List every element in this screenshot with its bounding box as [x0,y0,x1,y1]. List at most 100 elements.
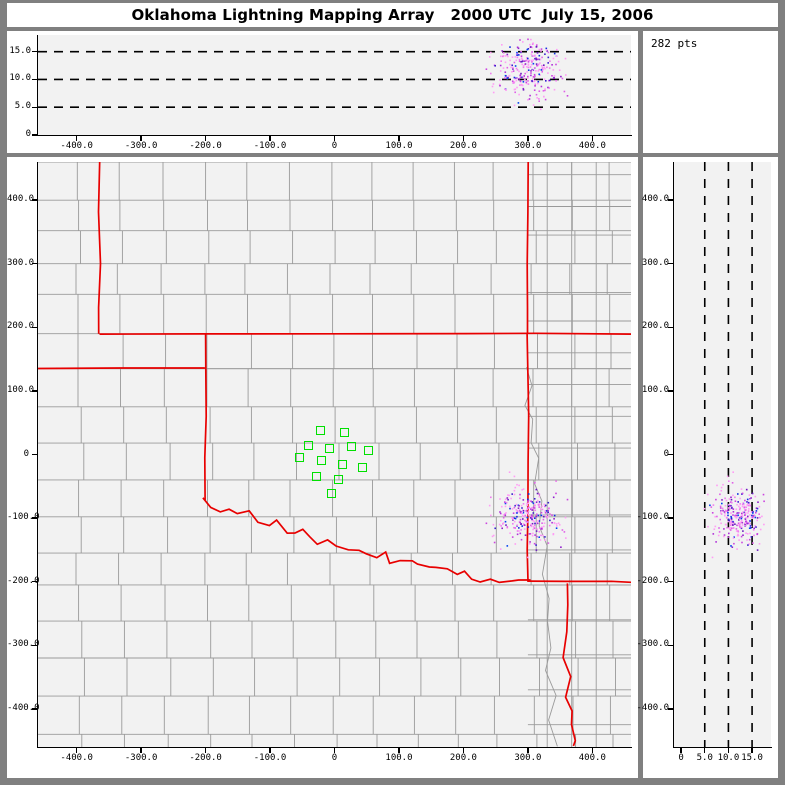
x-tick [398,136,400,141]
y-tick [668,708,674,710]
x-tick [462,748,465,753]
y-tick-label: 400.0 [641,194,669,205]
lma-station-marker[interactable] [358,462,368,472]
lma-station-marker[interactable] [311,471,321,481]
x-tick-label: 300.0 [514,141,542,151]
x-tick-label: -400.0 [60,141,93,151]
lma-station-marker[interactable] [304,441,314,451]
y-tick-label: 0 [23,448,29,459]
lma-station-marker[interactable] [315,425,325,435]
x-tick-label: -100.0 [253,141,287,151]
x-tick-label: 15.0 [741,753,763,763]
lma-station-marker[interactable] [340,428,350,438]
x-tick [727,748,730,753]
y-axis-line [37,35,39,136]
x-tick-label: -300.0 [124,753,158,763]
altitude-vs-east-plot-area[interactable] [38,35,631,135]
y-tick-label: 300.0 [641,257,669,268]
x-tick-label: -200.0 [189,141,222,151]
data-point-group [703,471,765,559]
y-tick-label: 10.0 [9,73,31,84]
altitude-vs-north-panel: -400.0 -300.0 -200.0 -100.0 0 100.0 200.0 300.0… [636,157,778,778]
lma-station-marker[interactable] [295,452,305,462]
x-tick [204,748,207,753]
x-tick [269,748,271,753]
title-bar: Oklahoma Lightning Mapping Array 2000 UT… [7,3,778,27]
y-tick-label: 0 [25,129,31,139]
x-tick-label: 0 [678,753,684,763]
lma-station-marker[interactable] [346,442,356,452]
altitude-vs-north-plot-area[interactable] [674,162,771,747]
x-tick [527,748,529,753]
lma-station-marker[interactable] [333,475,343,485]
y-tick [32,134,38,136]
y-tick [32,453,38,456]
x-tick-label: -300.0 [124,141,158,151]
y-tick [32,390,38,392]
x-tick-label: 100.0 [385,753,413,763]
y-tick [32,644,38,646]
plan-view-map-plot-area[interactable] [38,162,631,747]
y-tick [32,708,38,710]
y-tick-label: -100.0 [636,512,669,523]
data-point-group [485,471,569,559]
data-point-group [485,38,569,111]
y-tick-label: 400.0 [7,194,35,205]
y-tick [668,453,674,456]
x-tick [527,136,529,141]
point-count-label: 282 pts [651,37,698,50]
y-tick [32,580,38,583]
plan-view-map-panel: -400.0 -300.0 -200.0 -100.0 0 100.0 200.0 300.0… [7,157,638,778]
lma-station-marker[interactable] [363,446,373,456]
x-tick [140,136,142,141]
x-tick-label: 0 [331,141,338,151]
y-tick-label: -200.0 [7,575,40,586]
x-tick-label: -100.0 [253,753,287,763]
lma-station-marker[interactable] [324,443,334,453]
y-tick [32,78,38,81]
point-count-panel: 282 pts [643,31,778,153]
x-tick [140,748,142,753]
lma-station-marker[interactable] [337,460,347,470]
x-tick [204,136,207,141]
y-tick-label: 100.0 [641,384,669,395]
x-tick-label: 400.0 [578,753,606,763]
y-tick [32,50,38,53]
y-tick-label: -100.0 [7,512,40,523]
plan-view-map-canvas [38,162,631,747]
y-tick-label: -300.0 [636,639,669,650]
x-tick [75,136,78,141]
x-tick [591,136,594,141]
x-tick-label: 10.0 [717,753,740,763]
x-axis-line [37,135,632,137]
y-tick [668,644,674,646]
x-tick-label: -400.0 [60,753,93,763]
y-tick [668,390,674,392]
y-tick [668,580,674,583]
x-tick [75,748,78,753]
y-tick [668,263,674,265]
y-tick-label: -200.0 [636,575,669,586]
y-tick [32,326,38,329]
x-tick-label: 5.0 [696,753,713,763]
x-tick-label: 400.0 [578,141,606,151]
y-tick [668,517,674,519]
lma-station-marker[interactable] [317,456,327,466]
x-tick-label: 200.0 [449,141,477,151]
y-tick [32,199,38,201]
lma-station-marker[interactable] [327,489,337,499]
y-tick [668,326,674,329]
y-tick-label: 200.0 [641,321,669,332]
x-tick [680,748,682,753]
x-tick [333,748,336,753]
x-axis-line [37,747,632,749]
altitude-vs-north-canvas [703,162,765,747]
y-tick-label: 5.0 [14,101,31,112]
y-tick-label: 100.0 [7,384,35,395]
x-tick-label: 200.0 [449,753,477,763]
y-tick-label: -400.0 [7,702,40,713]
x-tick-label: -200.0 [189,753,222,763]
x-tick [462,136,465,141]
page-title: Oklahoma Lightning Mapping Array 2000 UT… [131,6,654,24]
x-tick [591,748,594,753]
